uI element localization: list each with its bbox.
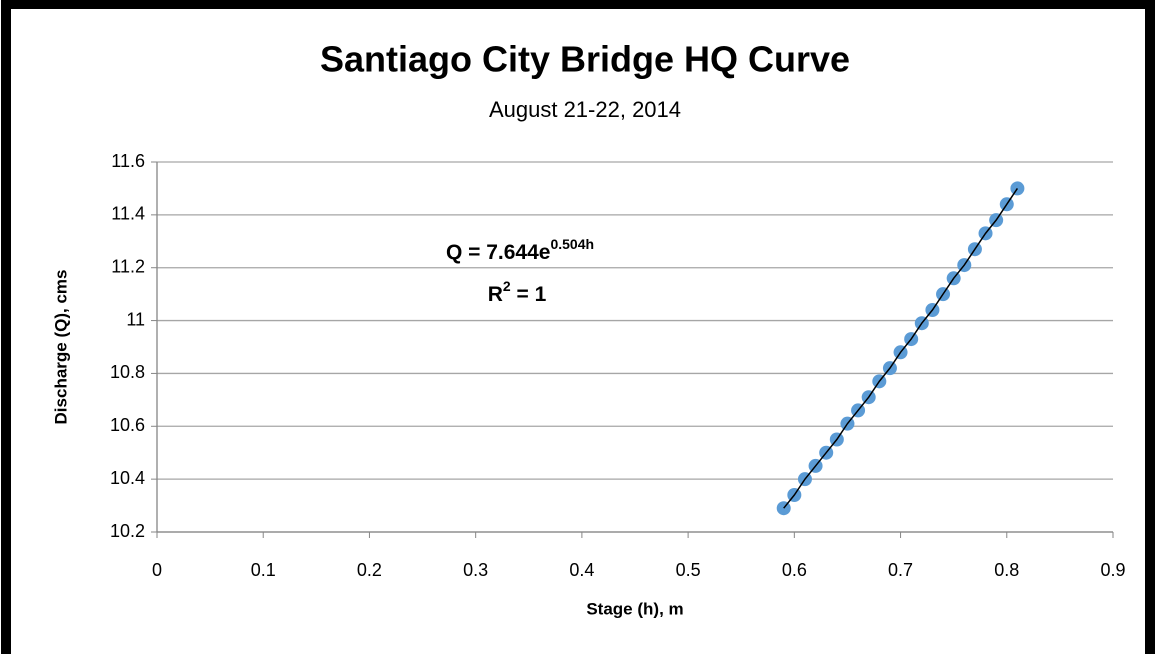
chart-title: Santiago City Bridge HQ Curve — [320, 39, 850, 80]
equation: Q = 7.644e0.504h — [446, 236, 594, 264]
x-tick-label: 0.4 — [569, 560, 594, 580]
x-tick-label: 0.9 — [1100, 560, 1125, 580]
r2-text: R — [488, 283, 503, 306]
r-squared: R2 = 1 — [488, 278, 547, 306]
x-tick-label: 0.6 — [782, 560, 807, 580]
y-tick-label: 11.2 — [111, 256, 145, 276]
x-tick-label: 0.3 — [463, 560, 488, 580]
y-tick-label: 11.4 — [111, 204, 145, 224]
equation-text: Q = 7.644e — [446, 241, 551, 264]
y-tick-label: 10.8 — [110, 362, 145, 382]
x-tick-label: 0.8 — [994, 560, 1019, 580]
r2-exponent: 2 — [503, 278, 511, 294]
equation-exponent: 0.504h — [550, 236, 594, 252]
x-tick-label: 0.2 — [357, 560, 382, 580]
y-tick-label: 11 — [126, 309, 145, 329]
y-tick-label: 10.4 — [110, 468, 145, 488]
x-tick-label: 0.5 — [676, 560, 701, 580]
chart-subtitle: August 21-22, 2014 — [489, 97, 681, 122]
y-tick-label: 11.6 — [111, 151, 145, 171]
y-tick-label: 10.2 — [110, 521, 145, 541]
x-tick-label: 0.7 — [888, 560, 913, 580]
trendline — [783, 188, 1019, 509]
x-axis-label: Stage (h), m — [586, 599, 683, 618]
y-axis-label: Discharge (Q), cms — [51, 270, 70, 425]
r2-rest: = 1 — [511, 283, 547, 306]
y-tick-label: 10.6 — [110, 415, 145, 435]
x-tick-label: 0 — [152, 560, 162, 580]
x-tick-label: 0.1 — [251, 560, 276, 580]
